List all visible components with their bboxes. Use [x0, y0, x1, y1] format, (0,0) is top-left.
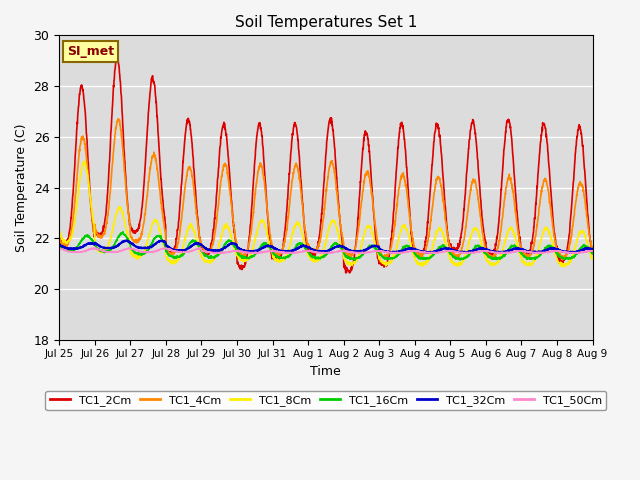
Line: TC1_8Cm: TC1_8Cm	[59, 161, 593, 267]
TC1_8Cm	[542, 226, 550, 231]
TC1_2Cm	[204, 249, 212, 255]
TC1_8Cm	[589, 256, 596, 262]
TC1_16Cm	[204, 254, 212, 260]
Line: TC1_32Cm: TC1_32Cm	[59, 240, 593, 253]
TC1_8Cm	[353, 257, 361, 263]
TC1_16Cm	[119, 229, 127, 235]
TC1_2Cm	[481, 239, 489, 244]
TC1_16Cm	[55, 241, 63, 247]
TC1_16Cm	[341, 252, 349, 257]
TC1_2Cm	[346, 270, 353, 276]
TC1_2Cm	[341, 264, 349, 270]
Legend: TC1_2Cm, TC1_4Cm, TC1_8Cm, TC1_16Cm, TC1_32Cm, TC1_50Cm: TC1_2Cm, TC1_4Cm, TC1_8Cm, TC1_16Cm, TC1…	[45, 391, 606, 410]
Line: TC1_16Cm: TC1_16Cm	[59, 232, 593, 260]
X-axis label: Time: Time	[310, 365, 341, 378]
TC1_16Cm	[353, 256, 361, 262]
TC1_16Cm	[557, 254, 564, 260]
TC1_4Cm	[204, 249, 212, 255]
TC1_16Cm	[542, 246, 550, 252]
TC1_32Cm	[481, 246, 489, 252]
TC1_50Cm	[589, 248, 596, 254]
TC1_4Cm	[559, 257, 566, 263]
TC1_4Cm	[55, 234, 63, 240]
TC1_32Cm	[55, 241, 63, 247]
TC1_50Cm	[161, 245, 168, 251]
TC1_4Cm	[341, 249, 349, 254]
TC1_32Cm	[542, 247, 550, 253]
TC1_4Cm	[557, 253, 564, 259]
TC1_50Cm	[342, 248, 349, 254]
TC1_32Cm	[204, 247, 212, 252]
TC1_2Cm	[589, 250, 596, 256]
TC1_2Cm	[113, 53, 121, 59]
TC1_4Cm	[114, 116, 122, 122]
TC1_50Cm	[481, 248, 489, 254]
TC1_4Cm	[353, 235, 361, 240]
TC1_8Cm	[557, 262, 564, 267]
TC1_16Cm	[481, 250, 489, 255]
TC1_4Cm	[542, 176, 550, 181]
TC1_50Cm	[542, 249, 550, 255]
TC1_2Cm	[542, 128, 550, 133]
TC1_8Cm	[481, 253, 489, 259]
TC1_8Cm	[55, 226, 63, 232]
TC1_50Cm	[55, 246, 63, 252]
TC1_50Cm	[557, 248, 564, 254]
TC1_50Cm	[353, 250, 361, 255]
TC1_8Cm	[204, 258, 212, 264]
Line: TC1_2Cm: TC1_2Cm	[59, 56, 593, 273]
TC1_8Cm	[561, 264, 569, 270]
TC1_32Cm	[557, 248, 564, 253]
TC1_16Cm	[589, 251, 596, 257]
TC1_32Cm	[341, 245, 349, 251]
Line: TC1_4Cm: TC1_4Cm	[59, 119, 593, 260]
TC1_8Cm	[341, 258, 349, 264]
Y-axis label: Soil Temperature (C): Soil Temperature (C)	[15, 123, 28, 252]
TC1_32Cm	[353, 249, 361, 254]
TC1_32Cm	[124, 238, 131, 243]
TC1_32Cm	[422, 250, 430, 256]
TC1_16Cm	[351, 257, 358, 263]
TC1_8Cm	[80, 158, 88, 164]
TC1_4Cm	[589, 248, 596, 253]
TC1_32Cm	[589, 246, 596, 252]
TC1_50Cm	[210, 251, 218, 256]
TC1_2Cm	[353, 228, 361, 234]
TC1_2Cm	[557, 257, 564, 263]
Title: Soil Temperatures Set 1: Soil Temperatures Set 1	[235, 15, 417, 30]
Text: SI_met: SI_met	[67, 45, 115, 58]
TC1_2Cm	[55, 234, 63, 240]
Line: TC1_50Cm: TC1_50Cm	[59, 248, 593, 253]
TC1_4Cm	[481, 243, 489, 249]
TC1_50Cm	[204, 249, 212, 255]
